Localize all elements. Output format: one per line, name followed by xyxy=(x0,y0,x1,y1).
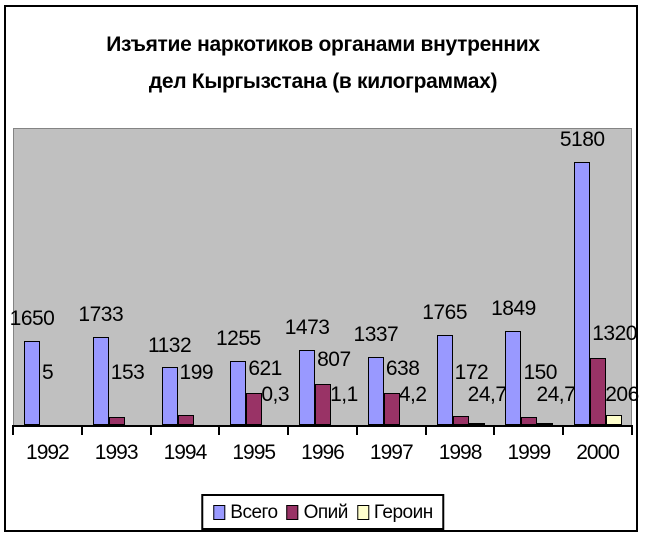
data-label-heroin-1997: 4,2 xyxy=(398,383,427,406)
data-label-heroin-1999: 24,7 xyxy=(536,383,576,406)
year-label-1992: 1992 xyxy=(26,441,70,464)
bar-героин-1998 xyxy=(468,423,485,425)
year-label-1995: 1995 xyxy=(232,441,276,464)
axis-tick xyxy=(287,427,290,435)
data-label-opium-1998: 172 xyxy=(454,361,489,384)
axis-tick xyxy=(218,427,221,435)
axis-tick xyxy=(12,427,14,435)
bar-опий-1994 xyxy=(177,415,194,425)
data-label-opium-1994: 199 xyxy=(179,361,214,384)
data-label-opium-2000: 1320 xyxy=(592,321,637,345)
bar-опий-1993 xyxy=(108,417,125,425)
axis-tick xyxy=(80,427,83,435)
axis-tick xyxy=(562,427,565,435)
data-label-total-1993: 1733 xyxy=(78,302,124,326)
data-label-heroin-1995: 0,3 xyxy=(261,383,290,406)
legend-entry-всего: Всего xyxy=(213,501,278,523)
chart-title-line-1: Изъятие наркотиков органами внутренних xyxy=(106,33,540,56)
bar-всего-2000 xyxy=(574,162,591,425)
data-label-total-1999: 1849 xyxy=(491,297,536,321)
axis-tick xyxy=(149,427,152,435)
data-label-opium-1999: 150 xyxy=(523,361,557,384)
year-label-1997: 1997 xyxy=(369,441,414,464)
data-label-total-1996: 1473 xyxy=(284,316,330,340)
axis-tick xyxy=(355,427,358,435)
bar-героин-2000 xyxy=(606,415,623,425)
chart-title-line-2: дел Кыргызстана (в килограммах) xyxy=(148,70,498,93)
bar-всего-1992 xyxy=(24,341,40,425)
bar-всего-1998 xyxy=(436,335,453,425)
bar-всего-1999 xyxy=(505,331,522,425)
year-label-1994: 1994 xyxy=(163,441,208,464)
year-label-1999: 1999 xyxy=(507,441,551,464)
data-label-total-1998: 1765 xyxy=(422,301,468,325)
bar-всего-1995 xyxy=(230,361,247,425)
data-label-opium-1996: 807 xyxy=(317,348,351,372)
year-label-1996: 1996 xyxy=(301,441,345,464)
legend-entry-опий: Опий xyxy=(286,501,349,523)
data-label-opium-1995: 621 xyxy=(248,357,282,381)
bar-всего-1997 xyxy=(367,357,384,425)
bar-всего-1993 xyxy=(92,337,109,425)
bar-опий-1997 xyxy=(383,393,400,425)
data-label-total-1997: 1337 xyxy=(353,323,399,347)
year-label-1998: 1998 xyxy=(438,441,483,464)
plot-area: 1650 5 1733 153 1132 199 1255 621 0,3 1473 807 1,1 1… xyxy=(9,127,639,426)
legend-label-героин: Героин xyxy=(373,501,433,523)
bar-всего-1994 xyxy=(161,367,178,425)
legend-label-опий: Опий xyxy=(303,501,349,523)
data-label-opium-1997: 638 xyxy=(385,356,420,380)
data-label-total-1992: 1650 xyxy=(9,307,55,331)
year-label-2000: 2000 xyxy=(576,441,620,464)
chart-title: Изъятие наркотиков органами внутренних д… xyxy=(10,26,636,100)
bar-всего-1996 xyxy=(299,350,316,425)
bar-опий-1995 xyxy=(246,393,263,425)
legend-swatch-героин xyxy=(356,504,369,520)
axis-tick xyxy=(493,427,496,435)
legend-label-всего: Всего xyxy=(230,501,278,523)
data-label-heroin-1998: 24,7 xyxy=(467,383,507,406)
bar-героин-1999 xyxy=(537,423,554,425)
bar-опий-1999 xyxy=(521,417,538,425)
bar-опий-1996 xyxy=(315,384,332,425)
data-label-total-2000: 5180 xyxy=(559,127,605,151)
axis-tick xyxy=(631,427,633,435)
bar-опий-1998 xyxy=(452,416,469,425)
legend-swatch-всего xyxy=(213,504,226,520)
year-label-1993: 1993 xyxy=(94,441,139,464)
x-axis-line xyxy=(12,425,633,427)
data-label-heroin-1996: 1,1 xyxy=(330,383,358,406)
data-label-opium-1993: 153 xyxy=(110,361,145,384)
data-label-opium-1992: 5 xyxy=(42,361,54,384)
data-label-total-1994: 1132 xyxy=(147,333,192,357)
axis-tick xyxy=(424,427,427,435)
legend: Всего Опий Героин xyxy=(201,494,445,530)
data-label-heroin-2000: 206 xyxy=(605,382,639,406)
bar-опий-2000 xyxy=(590,358,607,425)
data-label-total-1995: 1255 xyxy=(215,327,261,351)
legend-swatch-опий xyxy=(286,504,299,520)
legend-entry-героин: Героин xyxy=(356,501,433,523)
